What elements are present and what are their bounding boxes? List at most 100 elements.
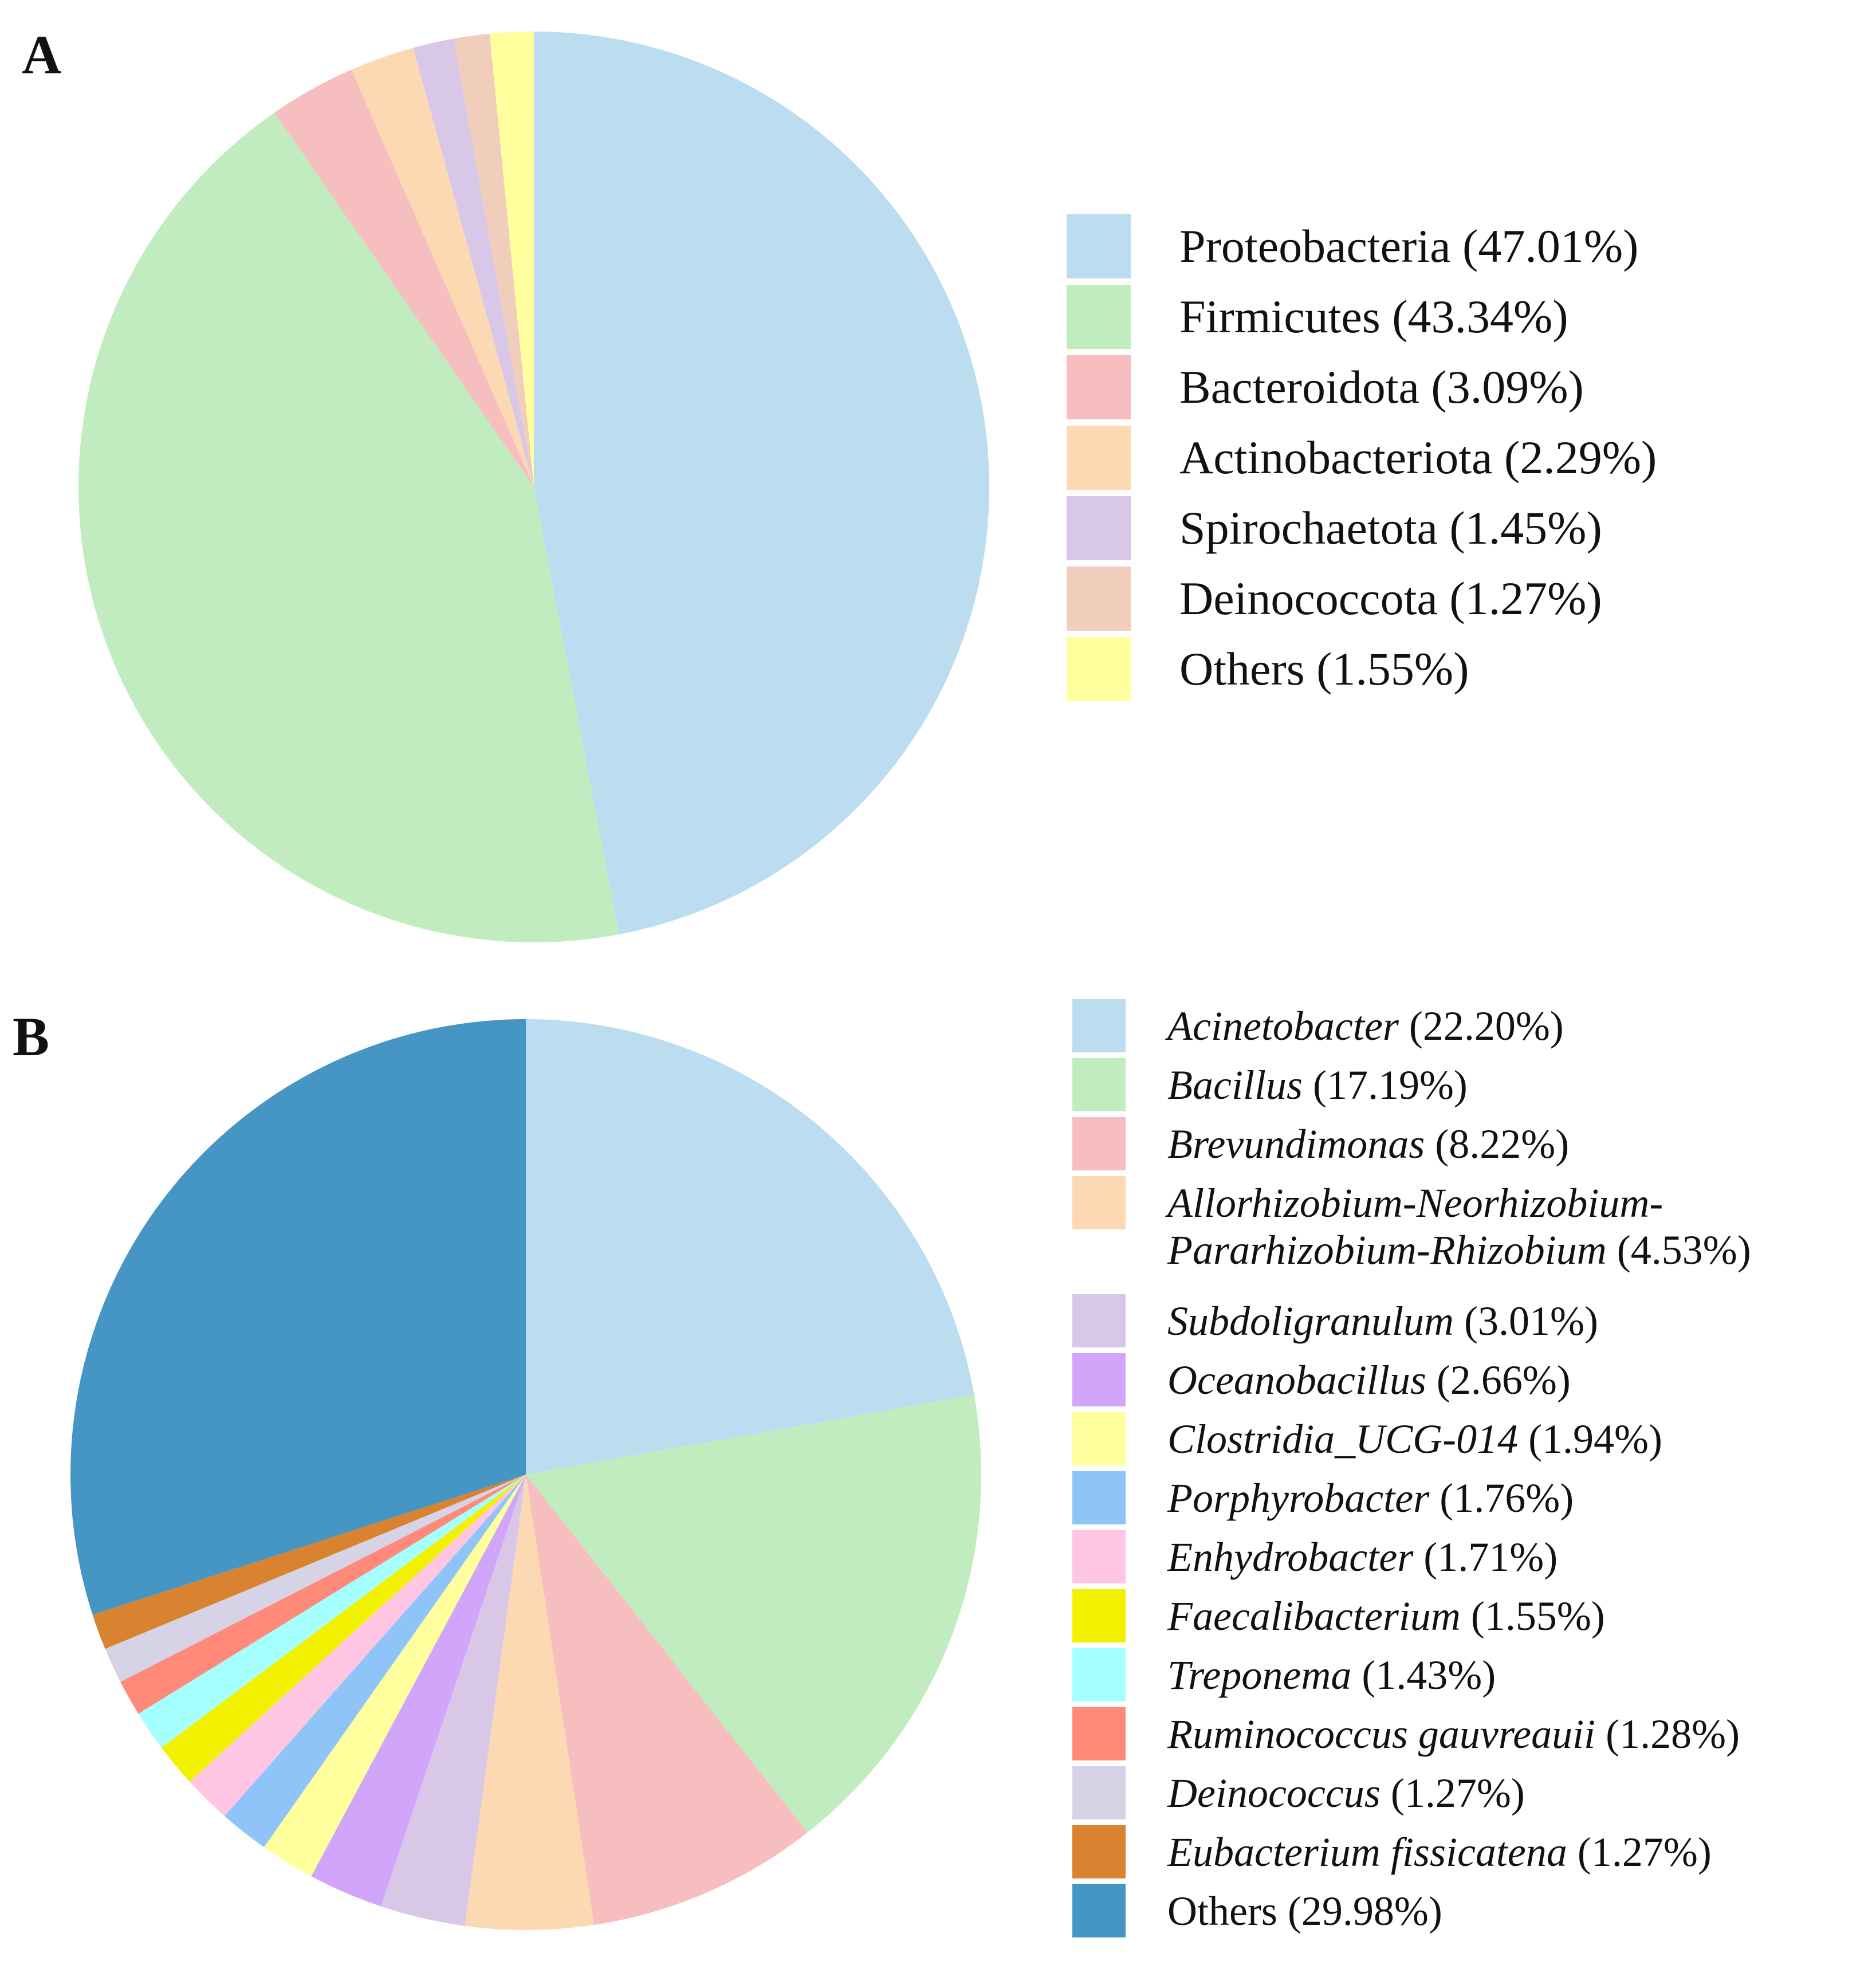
panel-b-label: B: [13, 1006, 50, 1067]
legend-percent: (1.28%): [1606, 1711, 1740, 1757]
legend-percent: (2.66%): [1436, 1357, 1571, 1403]
legend-label: Brevundimonas (8.22%): [1167, 1121, 1569, 1168]
legend-swatch: [1072, 1117, 1126, 1170]
genus-slice-enhydrobacter: [190, 1475, 526, 1817]
legend-label: Actinobacteriota (2.29%): [1179, 431, 1657, 484]
legend-swatch: [1072, 1294, 1126, 1347]
legend-percent: Others (29.98%): [1167, 1888, 1442, 1934]
legend-percent: (1.27%): [1577, 1829, 1712, 1875]
legend-genus-name: Brevundimonas: [1167, 1121, 1425, 1167]
legend-label: Treponema (1.43%): [1167, 1652, 1496, 1699]
legend-label: Subdoligranulum (3.01%): [1167, 1298, 1598, 1345]
genus-slice-others: [70, 1019, 526, 1615]
genus-slice-faecalibacterium: [161, 1475, 526, 1782]
legend-swatch: [1067, 285, 1131, 349]
phylum-slice-bacteroidota: [274, 69, 534, 487]
legend-label: Bacillus (17.19%): [1167, 1062, 1468, 1109]
genus-slice-allorhizobium-neorhizobium-pararhizobium-rhizobium: [465, 1475, 594, 1930]
legend-swatch: [1067, 567, 1131, 631]
legend-percent: (1.27%): [1390, 1770, 1525, 1816]
legend-swatch: [1072, 1471, 1126, 1524]
legend-swatch: [1067, 214, 1131, 278]
legend-swatch: [1067, 496, 1131, 560]
panel-a-label: A: [22, 24, 62, 85]
legend-percent: (1.94%): [1528, 1416, 1663, 1462]
phylum-slice-actinobacteriota: [351, 48, 534, 487]
legend-swatch: [1072, 1766, 1126, 1819]
legend-label: Bacteroidota (3.09%): [1179, 361, 1584, 413]
genus-slice-clostridia-ucg-014: [263, 1475, 526, 1877]
legend-genus-name: Enhydrobacter: [1167, 1534, 1414, 1580]
genus-slice-treponema: [138, 1475, 526, 1748]
legend-percent: (4.53%): [1617, 1227, 1751, 1273]
legend-percent: (1.43%): [1362, 1652, 1496, 1698]
legend-swatch: [1067, 637, 1131, 701]
legend-label: Others (29.98%): [1167, 1888, 1442, 1935]
legend-swatch: [1072, 1530, 1126, 1583]
legend-label: Others (1.55%): [1179, 643, 1469, 695]
legend-swatch: [1072, 1353, 1126, 1406]
legend-label: Enhydrobacter (1.71%): [1167, 1534, 1558, 1581]
legend-label: Deinococcota (1.27%): [1179, 572, 1602, 624]
genus-slice-subdoligranulum: [381, 1475, 526, 1926]
phylum-pie-chart: [78, 32, 989, 942]
legend-label: Faecalibacterium (1.55%): [1167, 1593, 1605, 1640]
legend-percent: (17.19%): [1312, 1062, 1468, 1108]
legend-genus-name: Eubacterium fissicatena: [1167, 1829, 1567, 1875]
legend-swatch: [1072, 1589, 1126, 1642]
genus-slice-oceanobacillus: [311, 1475, 526, 1907]
genus-slice-deinococcus: [105, 1475, 526, 1682]
legend-label: Firmicutes (43.34%): [1179, 290, 1568, 343]
genus-slice-eubacterium-fissicatena: [92, 1475, 526, 1649]
legend-genus-name: Allorhizobium-Neorhizobium-: [1167, 1180, 1663, 1226]
legend-label: Allorhizobium-Neorhizobium- Pararhizobium…: [1167, 1180, 1751, 1274]
legend-genus-name: Clostridia_UCG-014: [1167, 1416, 1519, 1462]
legend-genus-name: Subdoligranulum: [1167, 1298, 1454, 1344]
legend-genus-name-line2: Pararhizobium-Rhizobium: [1167, 1227, 1607, 1273]
legend-genus-name: Deinococcus: [1167, 1770, 1381, 1816]
phylum-slice-others: [489, 32, 534, 487]
legend-swatch: [1072, 1176, 1126, 1229]
legend-label: Clostridia_UCG-014 (1.94%): [1167, 1416, 1662, 1463]
legend-label: Porphyrobacter (1.76%): [1167, 1475, 1574, 1522]
legend-label: Deinococcus (1.27%): [1167, 1770, 1525, 1817]
legend-percent: (8.22%): [1435, 1121, 1570, 1167]
legend-swatch: [1072, 1412, 1126, 1465]
legend-label: Eubacterium fissicatena (1.27%): [1167, 1829, 1712, 1876]
legend-swatch: [1072, 1058, 1126, 1111]
genus-slice-porphyrobacter: [224, 1475, 526, 1848]
legend-swatch: [1072, 1884, 1126, 1937]
legend-label: Ruminococcus gauvreauii (1.28%): [1167, 1711, 1740, 1758]
phylum-slice-proteobacteria: [534, 32, 989, 935]
phylum-slice-deinococcota: [453, 33, 534, 487]
genus-slice-acinetobacter: [526, 1019, 974, 1475]
legend-genus-name: Treponema: [1167, 1652, 1352, 1698]
legend-genus-name: Faecalibacterium: [1167, 1593, 1461, 1639]
genus-slice-brevundimonas: [526, 1475, 808, 1925]
genus-pie-chart: [70, 1019, 982, 1930]
legend-swatch: [1067, 355, 1131, 419]
legend-swatch: [1067, 426, 1131, 490]
legend-genus-name: Oceanobacillus: [1167, 1357, 1426, 1403]
legend-genus-name: Acinetobacter: [1167, 1003, 1399, 1049]
legend-label: Proteobacteria (47.01%): [1179, 220, 1639, 272]
legend-swatch: [1072, 1707, 1126, 1760]
legend-percent: (3.01%): [1464, 1298, 1598, 1344]
legend-label: Oceanobacillus (2.66%): [1167, 1357, 1571, 1404]
genus-slice-bacillus: [526, 1394, 982, 1833]
legend-swatch: [1072, 1825, 1126, 1878]
legend-percent: (22.20%): [1409, 1003, 1564, 1049]
legend-label: Acinetobacter (22.20%): [1167, 1003, 1564, 1050]
legend-genus-name: Porphyrobacter: [1167, 1475, 1430, 1521]
legend-label: Spirochaetota (1.45%): [1179, 502, 1602, 554]
legend-swatch: [1072, 999, 1126, 1052]
genus-slice-ruminococcus-gauvreauii: [120, 1475, 526, 1714]
legend-genus-name: Ruminococcus gauvreauii: [1167, 1711, 1596, 1757]
phylum-slice-spirochaetota: [413, 38, 534, 487]
legend-percent: (1.76%): [1440, 1475, 1574, 1521]
legend-percent: (1.55%): [1470, 1593, 1605, 1639]
legend-percent: (1.71%): [1423, 1534, 1558, 1580]
phylum-slice-firmicutes: [78, 112, 619, 942]
legend-genus-name: Bacillus: [1167, 1062, 1303, 1108]
legend-swatch: [1072, 1648, 1126, 1701]
